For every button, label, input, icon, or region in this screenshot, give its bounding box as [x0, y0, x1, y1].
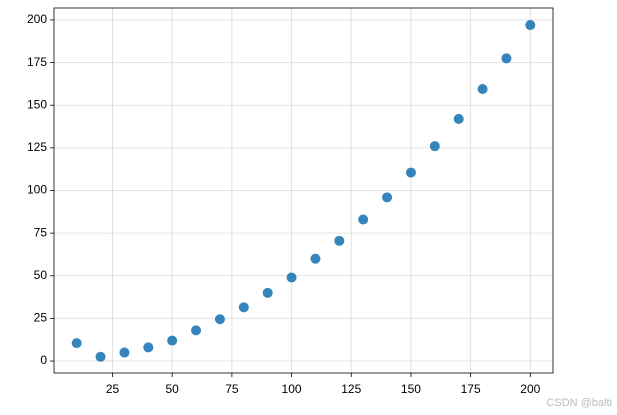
y-tick-label: 200	[27, 12, 47, 26]
y-tick-label: 75	[34, 225, 48, 239]
x-tick-label: 150	[401, 382, 421, 396]
point	[429, 141, 440, 152]
y-tick-label: 100	[27, 183, 47, 197]
point	[525, 20, 536, 31]
point	[382, 192, 393, 203]
y-tick-label: 0	[40, 353, 47, 367]
watermark: CSDN @balti	[546, 397, 612, 409]
point	[191, 325, 202, 336]
y-tick-label: 50	[34, 268, 48, 282]
point	[453, 113, 464, 124]
point	[334, 235, 345, 246]
y-tick-label: 175	[27, 55, 47, 69]
point	[238, 302, 249, 313]
y-tick-label: 25	[34, 311, 48, 325]
point	[405, 167, 416, 178]
point	[214, 314, 225, 325]
x-tick-label: 200	[520, 382, 540, 396]
point	[477, 84, 488, 95]
plot-frame	[53, 7, 554, 374]
point	[501, 53, 512, 64]
point	[310, 253, 321, 264]
point	[71, 338, 82, 349]
x-tick-label: 50	[166, 382, 180, 396]
y-tick-label: 125	[27, 140, 47, 154]
point	[167, 335, 178, 346]
x-tick-label: 125	[341, 382, 361, 396]
point	[119, 347, 130, 358]
x-tick-label: 175	[461, 382, 481, 396]
x-tick-label: 75	[225, 382, 239, 396]
x-tick-label: 25	[106, 382, 120, 396]
point	[262, 287, 273, 298]
point	[95, 351, 106, 362]
point	[286, 272, 297, 283]
point	[143, 342, 154, 353]
y-tick-label: 150	[27, 97, 47, 111]
x-tick-label: 100	[282, 382, 302, 396]
point	[358, 214, 369, 225]
